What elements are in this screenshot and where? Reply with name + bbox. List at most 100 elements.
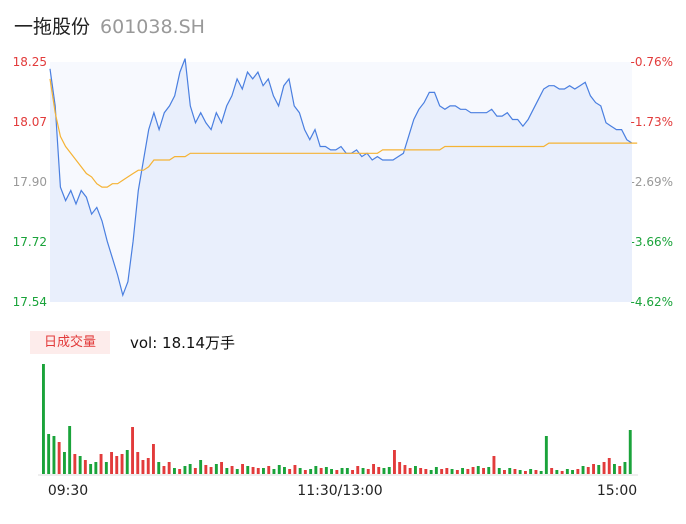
volume-bar bbox=[361, 468, 365, 474]
volume-bar bbox=[623, 462, 627, 474]
x-tick-label: 11:30/13:00 bbox=[297, 483, 382, 499]
y-tick-right-label: -2.69% bbox=[631, 175, 673, 189]
volume-bar bbox=[235, 469, 239, 474]
volume-bar bbox=[597, 465, 601, 474]
volume-bar bbox=[157, 462, 161, 474]
volume-bar bbox=[408, 468, 412, 474]
y-tick-left-label: 17.54 bbox=[13, 295, 47, 309]
volume-bar bbox=[293, 465, 297, 474]
volume-bar bbox=[424, 469, 428, 474]
volume-bar bbox=[272, 469, 276, 474]
volume-bar bbox=[518, 470, 522, 474]
volume-bar bbox=[288, 469, 292, 474]
price-line bbox=[49, 58, 633, 298]
volume-bar bbox=[403, 465, 407, 474]
volume-bar bbox=[173, 468, 176, 474]
volume-bar bbox=[382, 468, 386, 474]
volume-bar bbox=[335, 470, 339, 474]
volume-bar bbox=[513, 469, 517, 474]
volume-bar bbox=[466, 469, 470, 474]
volume-bar bbox=[146, 458, 150, 474]
volume-bar bbox=[445, 468, 449, 474]
volume-bar bbox=[524, 471, 527, 474]
volume-bar bbox=[220, 462, 223, 474]
volume-bar bbox=[125, 450, 129, 474]
volume-bar bbox=[303, 470, 307, 474]
volume-bar bbox=[225, 468, 229, 474]
volume-bar bbox=[330, 469, 333, 474]
volume-bar bbox=[162, 466, 166, 474]
volume-bar bbox=[309, 469, 313, 474]
volume-bar bbox=[503, 470, 506, 474]
volume-bar bbox=[393, 450, 396, 474]
volume-bar bbox=[377, 467, 381, 474]
volume-bar bbox=[267, 466, 271, 474]
volume-bar bbox=[52, 436, 56, 474]
volume-bar bbox=[581, 466, 585, 474]
y-tick-right-label: -1.73% bbox=[631, 115, 673, 129]
volume-bar bbox=[461, 468, 464, 474]
volume-bar bbox=[183, 466, 187, 474]
volume-bar bbox=[607, 458, 611, 474]
volume-bar bbox=[618, 466, 622, 474]
volume-bar bbox=[199, 460, 203, 474]
volume-badge: 日成交量 bbox=[30, 331, 110, 354]
volume-bar bbox=[89, 464, 93, 474]
volume-bar bbox=[78, 456, 82, 474]
volume-bar bbox=[544, 436, 548, 474]
volume-bar bbox=[398, 462, 402, 474]
volume-bar bbox=[450, 469, 454, 474]
volume-bar bbox=[241, 464, 244, 474]
volume-bar bbox=[550, 468, 554, 474]
volume-bar bbox=[539, 471, 543, 474]
volume-bar bbox=[586, 467, 590, 474]
volume-bar bbox=[99, 454, 103, 474]
volume-bar bbox=[298, 468, 302, 474]
volume-bar bbox=[209, 467, 213, 474]
volume-bar bbox=[136, 452, 140, 474]
volume-bar bbox=[476, 466, 480, 474]
price-area bbox=[50, 58, 632, 302]
volume-bar bbox=[277, 465, 281, 474]
volume-bar bbox=[471, 467, 475, 474]
volume-bar bbox=[419, 468, 423, 474]
y-tick-right-label: -4.62% bbox=[631, 295, 673, 309]
volume-bar bbox=[482, 468, 485, 474]
volume-bar bbox=[193, 468, 197, 474]
volume-bar bbox=[340, 468, 344, 474]
volume-bar bbox=[508, 468, 512, 474]
volume-bar bbox=[110, 452, 113, 474]
volume-bar bbox=[613, 464, 616, 474]
volume-bar bbox=[592, 464, 595, 474]
average-price-line bbox=[49, 78, 638, 188]
volume-bar bbox=[214, 464, 218, 474]
y-tick-right-label: -3.66% bbox=[631, 235, 673, 249]
volume-bar bbox=[262, 468, 265, 474]
volume-bar bbox=[283, 467, 286, 474]
volume-bar bbox=[487, 467, 491, 474]
volume-bar bbox=[246, 466, 250, 474]
volume-bar bbox=[131, 427, 134, 474]
volume-bar bbox=[560, 471, 564, 474]
volume-bar bbox=[534, 470, 538, 474]
stock-name: 一拖股份 bbox=[14, 16, 91, 38]
volume-bar bbox=[115, 456, 119, 474]
volume-bar bbox=[47, 434, 51, 474]
volume-bar bbox=[372, 464, 375, 474]
volume-bar bbox=[366, 469, 370, 474]
volume-bar bbox=[178, 469, 182, 474]
y-tick-left-label: 18.07 bbox=[13, 115, 47, 129]
volume-bar bbox=[188, 464, 192, 474]
volume-bar bbox=[42, 364, 45, 474]
volume-bar bbox=[120, 454, 124, 474]
y-tick-left-label: 17.90 bbox=[13, 175, 47, 189]
volume-bar bbox=[345, 468, 349, 474]
volume-bar bbox=[57, 442, 61, 474]
y-tick-left-label: 18.25 bbox=[13, 55, 47, 69]
volume-bar bbox=[73, 454, 77, 474]
volume-bar bbox=[167, 462, 171, 474]
volume-bar bbox=[628, 430, 632, 474]
volume-bar bbox=[230, 466, 234, 474]
volume-bar bbox=[319, 468, 323, 474]
